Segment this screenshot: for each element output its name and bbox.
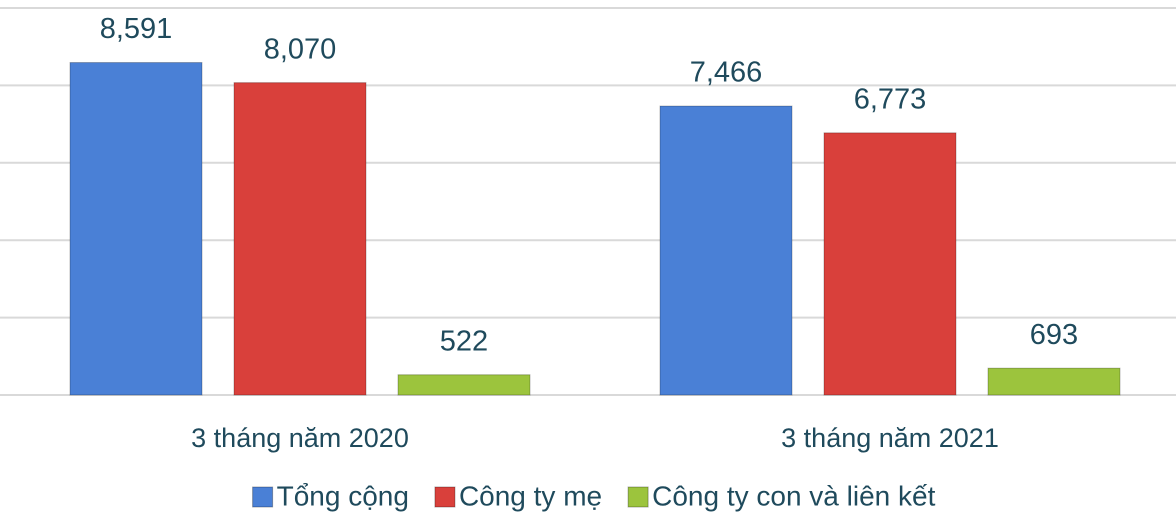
data-label: 522 <box>440 325 488 357</box>
bar-shade <box>397 374 531 396</box>
legend-swatch <box>627 486 649 508</box>
legend-swatch <box>434 486 456 508</box>
legend: Tổng cộng Công ty mẹ Công ty con và liên k… <box>252 480 936 511</box>
bar-shade <box>233 82 367 396</box>
legend-label: Công ty con và liên kết <box>652 480 935 511</box>
data-label: 6,773 <box>854 84 927 116</box>
x-tick-label: 3 tháng năm 2020 <box>191 423 409 453</box>
x-tick-label: 3 tháng năm 2021 <box>781 423 999 453</box>
bar-shade <box>69 62 203 396</box>
data-label: 8,070 <box>264 33 337 65</box>
data-label: 8,591 <box>100 13 173 45</box>
legend-swatch <box>252 486 274 508</box>
data-label: 693 <box>1030 319 1078 351</box>
bar-shade <box>659 105 793 396</box>
data-label: 7,466 <box>690 57 763 89</box>
bar-shade <box>823 132 957 396</box>
legend-label: Tổng cộng <box>277 480 409 511</box>
legend-label: Công ty mẹ <box>459 480 602 511</box>
bar-shade <box>987 367 1121 396</box>
